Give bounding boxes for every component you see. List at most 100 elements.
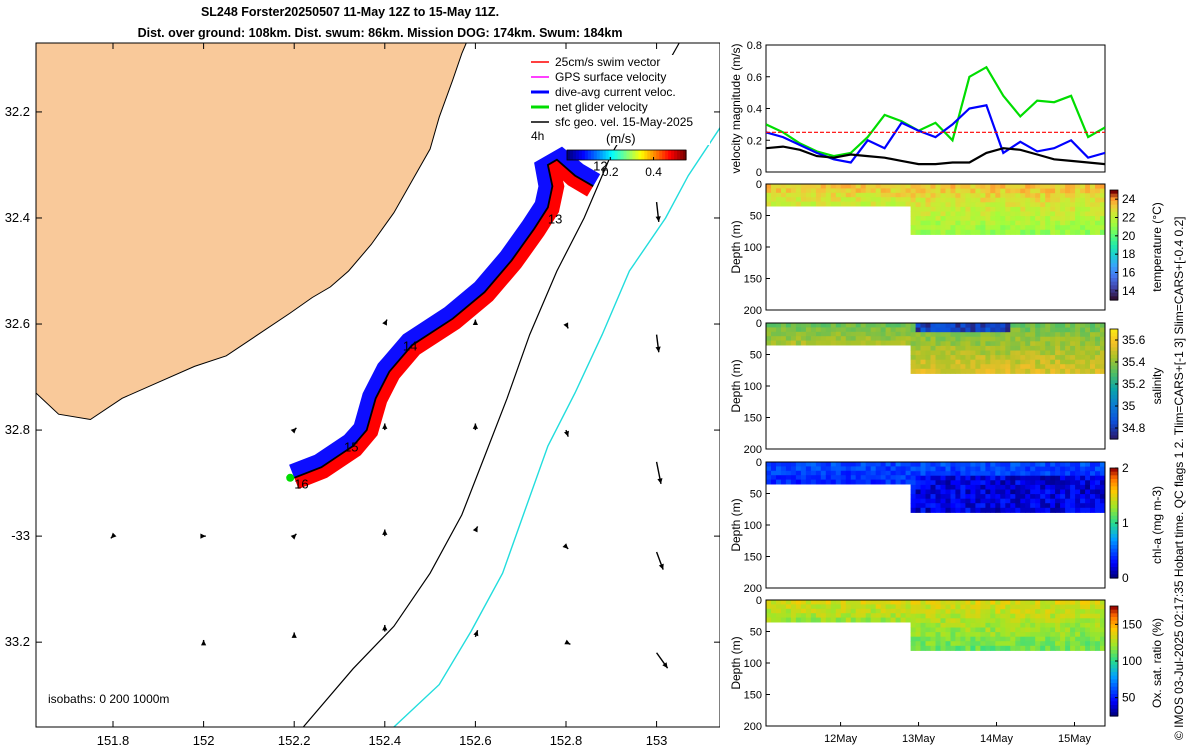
depth-tick: 100 xyxy=(744,520,762,532)
geo-vector xyxy=(473,630,479,638)
x-tick-label: 151.8 xyxy=(97,733,130,748)
colorbar-tick: 1 xyxy=(1122,516,1129,530)
legend-label-geo: sfc geo. vel. 15-May-2025 xyxy=(555,115,693,129)
x-tick-label: 152.8 xyxy=(550,733,583,748)
y-tick-label: -33 xyxy=(11,528,30,543)
geo-vector xyxy=(382,624,388,632)
velocity-y-tick: 0.4 xyxy=(747,104,762,116)
colorbar-tick: 22 xyxy=(1122,211,1136,225)
glider-track xyxy=(293,158,594,479)
depth-tick: 200 xyxy=(744,305,762,317)
day-label-16: 16 xyxy=(294,476,308,491)
isobath-label: isobaths: 0 200 1000m xyxy=(48,692,169,706)
map-frame xyxy=(35,42,720,728)
time-tick-label: 13May xyxy=(902,733,936,745)
colorbar-label: temperature (°C) xyxy=(1150,202,1164,292)
day-label-14: 14 xyxy=(403,339,417,354)
velocity-series-line xyxy=(766,145,1105,166)
y-tick-label: 32.4 xyxy=(5,210,30,225)
depth-tick: 150 xyxy=(744,690,762,702)
legend-item-swim: 25cm/s swim vector xyxy=(531,55,660,69)
depth-tick: 200 xyxy=(744,721,762,733)
speed-colorbar: (m/s) 0.2 0.4 xyxy=(566,131,687,179)
depth-tick: 50 xyxy=(750,489,762,501)
colorbar-tick: 100 xyxy=(1122,654,1142,668)
credit-text: © IMOS 03-Jul-2025 02:17:35 Hobart time.… xyxy=(1172,216,1186,740)
colorbar-label: chl-a (mg m-3) xyxy=(1150,486,1164,564)
geo-vector xyxy=(563,322,569,329)
legend-item-geo: sfc geo. vel. 15-May-2025 xyxy=(531,115,693,129)
colorbar-tick: 20 xyxy=(1122,229,1136,243)
geo-vector xyxy=(382,529,388,537)
depth-tick: 100 xyxy=(744,381,762,393)
velocity-series-line xyxy=(766,104,1105,164)
day-label-13: 13 xyxy=(548,211,562,226)
time-tick-label: 15May xyxy=(1058,733,1092,745)
time-axis: 12May 13May 14May 15May xyxy=(824,722,1091,745)
heatmap-colorbar xyxy=(1109,189,1119,301)
colorbar-tick: 16 xyxy=(1122,266,1136,280)
isobath-1000m xyxy=(393,127,720,728)
time-tick-label: 12May xyxy=(824,733,858,745)
geo-vector xyxy=(472,423,479,431)
velocity-series-line xyxy=(766,65,1105,158)
geo-vector xyxy=(110,532,117,539)
depth-tick: 150 xyxy=(744,274,762,286)
velocity-y-tick: 0.8 xyxy=(747,40,762,52)
legend-label-net: net glider velocity xyxy=(555,100,648,114)
colorbar-tick: 2 xyxy=(1122,461,1129,475)
geo-vector xyxy=(290,427,297,434)
legend-item-gps: GPS surface velocity xyxy=(531,70,666,84)
depth-tick: 100 xyxy=(744,242,762,254)
time-tick-label: 14May xyxy=(980,733,1014,745)
depth-ylabel: Depth (m) xyxy=(729,636,743,689)
colorbar-label: salinity xyxy=(1150,368,1164,405)
map-chart: 12 13 14 15 16 151.8 152 152.2 152.4 152.6 152.8 1… xyxy=(5,42,720,748)
colorbar-tick: 18 xyxy=(1122,247,1136,261)
colorbar-tick: 35 xyxy=(1122,399,1136,413)
geo-vector xyxy=(472,526,479,533)
colorbar-tick-label: 0.4 xyxy=(645,165,662,179)
geo-vector xyxy=(562,543,569,550)
legend-label-swim: 25cm/s swim vector xyxy=(555,55,660,69)
colorbar-tick: 14 xyxy=(1122,284,1136,298)
depth-tick: 0 xyxy=(756,179,762,191)
colorbar-tick: 35.2 xyxy=(1122,377,1146,391)
geo-vector xyxy=(564,429,569,437)
colorbar-tick: 35.6 xyxy=(1122,333,1146,347)
colorbar-unit-label: (m/s) xyxy=(606,131,636,146)
x-tick-label: 152.4 xyxy=(369,733,402,748)
y-tick-label: 32.6 xyxy=(5,316,30,331)
geo-vector xyxy=(656,652,669,669)
depth-ylabel: Depth (m) xyxy=(729,498,743,551)
geo-vector xyxy=(655,461,663,485)
velocity-y-tick: 0.6 xyxy=(747,72,762,84)
heatmap-panel-temperature: 0 50 100 150 200 Depth (m) 14 16 18 20 22 24 tempera… xyxy=(729,179,1164,317)
velocity-y-tick: 0.2 xyxy=(747,135,762,147)
legend-box xyxy=(520,55,710,145)
colorbar-tick: 0 xyxy=(1122,571,1129,585)
depth-tick: 200 xyxy=(744,444,762,456)
legend-label-current: dive-avg current veloc. xyxy=(555,85,676,99)
colorbar-tick: 34.8 xyxy=(1122,421,1146,435)
geo-vector xyxy=(472,319,479,326)
depth-tick: 0 xyxy=(756,595,762,607)
depth-tick: 0 xyxy=(756,318,762,330)
heatmap-panel-chl-a: 0 50 100 150 200 Depth (m) 0 1 2 chl-a (mg m-3) xyxy=(729,457,1164,595)
heatmap-panel-oxygen: 0 50 100 150 200 Depth (m) 50 100 150 Ox. sat. ra… xyxy=(729,595,1164,733)
geo-vector xyxy=(290,533,297,540)
legend-item-net: net glider velocity xyxy=(531,100,648,114)
x-tick-label: 153 xyxy=(646,733,668,748)
colorbar-tick: 35.4 xyxy=(1122,355,1146,369)
geo-vector xyxy=(655,201,661,222)
y-tick-label: 32.8 xyxy=(5,422,30,437)
x-tick-label: 152.6 xyxy=(459,733,492,748)
colorbar-tick: 24 xyxy=(1122,192,1136,206)
geo-vector xyxy=(655,334,661,353)
velocity-panel: 0 0.2 0.4 0.6 0.8 velocity magnitude (m/s) xyxy=(729,40,1106,179)
velocity-axes xyxy=(765,44,1106,173)
map-legend: 25cm/s swim vector GPS surface velocity … xyxy=(520,55,710,145)
depth-tick: 0 xyxy=(756,457,762,469)
x-tick-label: 152.2 xyxy=(278,733,311,748)
geo-vector xyxy=(382,319,388,326)
